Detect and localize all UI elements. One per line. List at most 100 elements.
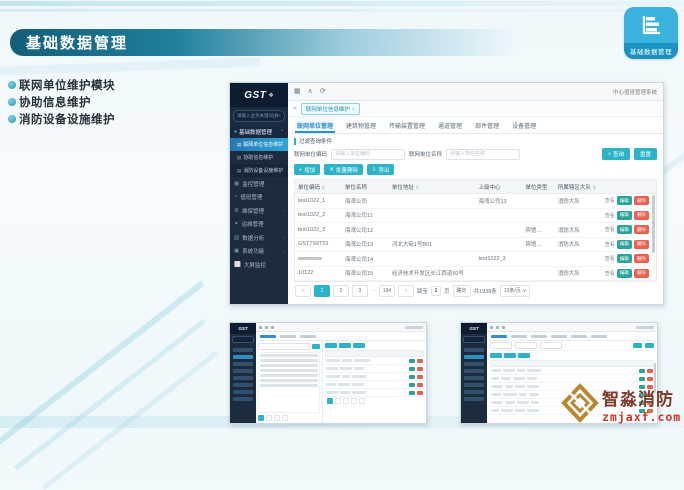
tab-device[interactable]: 设备管理 — [512, 123, 537, 130]
table-row: GST7S9T01 海湾公司13 河北大街1号B01 宾馆… 消防大队 查看 编辑 删… — [295, 237, 656, 252]
col-district[interactable]: 所属辖区大队 ⇅ — [554, 180, 602, 194]
tab-channel[interactable]: 通道管理 — [438, 123, 463, 130]
mini-menu-item — [233, 390, 253, 394]
jump-page-input[interactable] — [431, 285, 442, 296]
sidebar-item-monitor[interactable]: ▦ 监控管理 — [230, 177, 288, 191]
mini-tabs — [487, 332, 657, 341]
mini-split-view — [256, 341, 426, 423]
mini-menu-item — [464, 348, 484, 352]
page-button[interactable]: 3 — [352, 284, 368, 297]
delete-button[interactable]: 删除 — [633, 225, 649, 235]
gst-logo-text: GST — [230, 323, 256, 334]
table-scrollbar[interactable] — [652, 195, 655, 253]
sidebar-item-assist-info[interactable]: ▤ 协助信息维护 — [230, 151, 288, 164]
edit-button[interactable]: 编辑 — [616, 239, 632, 249]
chart-icon: ▨ — [234, 234, 240, 241]
sidebar-item-label: 联网单位信息维护 — [243, 142, 284, 148]
sidebar-item-duty[interactable]: ◔ 值班管理 — [230, 191, 288, 205]
sort-icon[interactable]: ⇅ — [415, 184, 420, 190]
view-button[interactable]: 查看 — [604, 227, 615, 234]
table-actions: + 增加 ✕ 批量删除 ⇩ 导出 — [288, 160, 663, 179]
edit-button[interactable]: 编辑 — [616, 225, 632, 235]
sidebar-item-fire-facility[interactable]: ▤ 消防设备设施维护 — [230, 164, 288, 177]
page-size-select[interactable]: 10条/页 ∨ — [499, 284, 531, 297]
reset-button[interactable]: 重置 — [633, 148, 657, 160]
tab-networked-unit[interactable]: 联网单位管理 — [295, 117, 336, 133]
open-tabs-bar: « 联网单位信息维护 ∨ — [288, 101, 663, 117]
sidebar-item-maintenance[interactable]: ⚙ 维保管理 › — [230, 204, 288, 218]
module-badge-label: 基础数据管理 — [624, 43, 678, 59]
col-unit-name[interactable]: 单位名称 — [341, 180, 389, 194]
page-button[interactable]: 2 — [333, 284, 349, 297]
mini-scrollbar — [654, 363, 656, 393]
mini-menu-item — [464, 362, 484, 366]
view-button[interactable]: 查看 — [604, 241, 615, 248]
watermark-site: zmjaxf.com — [602, 410, 682, 424]
chevron-down-icon: ∨ — [522, 287, 527, 294]
sidebar-search-input[interactable]: 请输入业务关键词(拼音) ⌕ — [233, 110, 285, 122]
module-tabs: 联网单位管理 建筑物管理 传输装置管理 通道管理 部件管理 设备管理 — [288, 117, 663, 134]
open-tab-chip[interactable]: 联网单位信息维护 ∨ — [300, 102, 360, 115]
col-unit-address[interactable]: 单位地址 ⇅ — [388, 180, 476, 194]
page-button[interactable]: 1 — [314, 284, 330, 297]
delete-button[interactable]: 删除 — [633, 196, 649, 206]
edit-button[interactable]: 编辑 — [616, 196, 632, 206]
sort-icon[interactable]: ⇅ — [592, 184, 597, 190]
mini-search-input — [463, 336, 485, 343]
background-stripe — [41, 350, 219, 490]
edit-button[interactable]: 编辑 — [616, 254, 632, 264]
document-icon: ▤ — [237, 154, 242, 160]
sidebar-item-big-screen[interactable]: ⬜ 大屏监控 — [230, 258, 288, 272]
view-button[interactable]: 查看 — [604, 212, 615, 219]
bullet-icon — [8, 97, 16, 106]
export-button[interactable]: ⇩ 导出 — [366, 164, 395, 175]
refresh-icon[interactable]: ⟳ — [319, 88, 326, 95]
mini-menu-item — [233, 369, 253, 373]
app-sidebar: GST ❖ 请输入业务关键词(拼音) ⌕ ● 基础数据管理 ⌃ ▤ 联网单位信息… — [230, 83, 288, 304]
bullet-label: 联网单位维护模块 — [19, 79, 115, 92]
prev-page-button[interactable]: ‹ — [295, 284, 311, 297]
delete-button[interactable]: 删除 — [633, 254, 649, 264]
delete-button[interactable]: 删除 — [633, 268, 649, 278]
sort-icon[interactable]: ⇅ — [321, 184, 326, 190]
add-button[interactable]: + 增加 — [294, 164, 321, 175]
sidebar-item-label: 维保管理 — [241, 208, 264, 215]
view-button[interactable]: 查看 — [604, 198, 615, 205]
batch-delete-button[interactable]: ✕ 批量删除 — [324, 164, 363, 175]
edit-button[interactable]: 编辑 — [616, 268, 632, 278]
menu-grid-icon[interactable]: ▦ — [294, 88, 301, 95]
background-stripe — [0, 1, 684, 6]
sidebar-item-analysis[interactable]: ▨ 数据分析 › — [230, 231, 288, 245]
col-unit-code[interactable]: 单位编码 ⇅ — [295, 180, 342, 194]
sidebar-item-operations[interactable]: ✦ 运维管理 — [230, 218, 288, 232]
mini-menu-item — [233, 348, 253, 352]
col-unit-type[interactable]: 单位类型 — [522, 180, 555, 194]
tab-transmission[interactable]: 传输装置管理 — [389, 123, 426, 130]
mini-table-header — [325, 350, 424, 357]
diamond-pattern-icon: ❖ — [268, 92, 274, 99]
sidebar-item-basic-data[interactable]: ● 基础数据管理 ⌃ — [230, 125, 288, 138]
sidebar-item-networked-unit[interactable]: ▤ 联网单位信息维护 — [230, 138, 288, 151]
edit-button[interactable]: 编辑 — [616, 210, 632, 220]
delete-button[interactable]: 删除 — [633, 210, 649, 220]
sidebar-item-system[interactable]: ▣ 系统功能 › — [230, 245, 288, 259]
col-parent-center[interactable]: 上级中心 — [475, 180, 523, 194]
list-item: 联网单位维护模块 — [8, 76, 115, 93]
table-row: 10122 海湾公司15 经济技术开发区长江西道50号 消防大队 查看 编辑 删除 — [295, 266, 656, 281]
collapse-icon[interactable]: ∧ — [307, 88, 313, 95]
mini-tree-panel — [256, 341, 323, 423]
unit-code-input[interactable] — [331, 148, 406, 160]
sidebar-item-label: 数据分析 — [242, 235, 265, 242]
unit-name-input[interactable] — [446, 148, 521, 160]
view-button[interactable]: 查看 — [604, 270, 615, 277]
tab-building[interactable]: 建筑物管理 — [346, 123, 377, 130]
filter-title-label: 过滤查询条件 — [299, 139, 333, 145]
double-chevron-left-icon[interactable]: « — [293, 105, 297, 112]
next-page-button[interactable]: › — [398, 284, 414, 297]
confirm-button[interactable]: 确定 — [452, 284, 471, 297]
page-button[interactable]: 194 — [379, 284, 395, 297]
delete-button[interactable]: 删除 — [633, 239, 649, 249]
query-button[interactable]: ⌕ 查询 — [602, 148, 630, 160]
tab-component[interactable]: 部件管理 — [475, 123, 500, 130]
view-button[interactable]: 查看 — [604, 256, 615, 263]
